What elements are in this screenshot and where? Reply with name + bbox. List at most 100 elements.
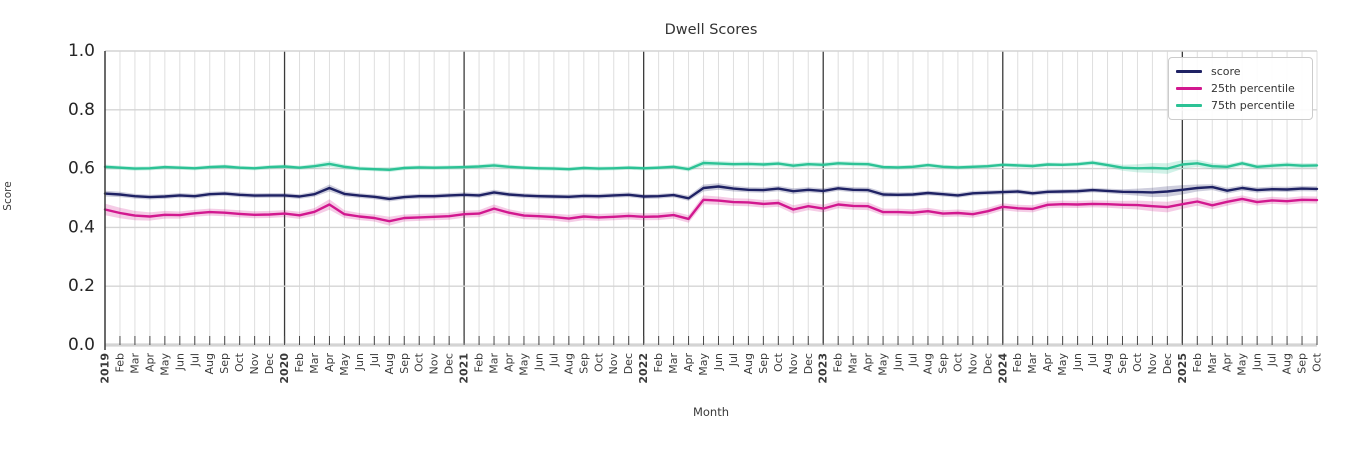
svg-text:Sep: Sep bbox=[936, 353, 949, 374]
svg-text:Dec: Dec bbox=[802, 353, 815, 374]
svg-text:Apr: Apr bbox=[503, 353, 516, 373]
score-line-swatch bbox=[1176, 70, 1202, 73]
svg-text:Dec: Dec bbox=[622, 353, 635, 374]
svg-text:Sep: Sep bbox=[577, 353, 590, 374]
svg-text:Apr: Apr bbox=[862, 353, 875, 373]
svg-text:0.6: 0.6 bbox=[68, 159, 95, 179]
svg-text:May: May bbox=[517, 353, 530, 376]
svg-text:2021: 2021 bbox=[458, 353, 471, 384]
svg-text:Oct: Oct bbox=[413, 352, 426, 372]
p75-line-swatch bbox=[1176, 104, 1202, 107]
svg-text:Dec: Dec bbox=[263, 353, 276, 374]
y-axis-label: Score bbox=[2, 181, 14, 211]
svg-text:Nov: Nov bbox=[1146, 353, 1159, 375]
svg-text:May: May bbox=[697, 353, 710, 376]
svg-text:May: May bbox=[1056, 353, 1069, 376]
svg-text:Jun: Jun bbox=[1071, 353, 1084, 371]
svg-text:Nov: Nov bbox=[248, 353, 261, 375]
svg-text:Oct: Oct bbox=[592, 352, 605, 372]
svg-text:Feb: Feb bbox=[1191, 353, 1204, 372]
svg-text:Nov: Nov bbox=[428, 353, 441, 375]
svg-text:0.8: 0.8 bbox=[68, 100, 95, 120]
svg-text:Dec: Dec bbox=[981, 353, 994, 374]
svg-text:May: May bbox=[1236, 353, 1249, 376]
legend-item-25th-percentile: 25th percentile bbox=[1176, 80, 1304, 97]
legend-label: 25th percentile bbox=[1211, 82, 1295, 95]
svg-text:Mar: Mar bbox=[667, 353, 680, 374]
svg-text:Jun: Jun bbox=[173, 353, 186, 371]
svg-text:Oct: Oct bbox=[772, 352, 785, 372]
svg-text:Jul: Jul bbox=[547, 353, 560, 367]
svg-text:Mar: Mar bbox=[308, 353, 321, 374]
svg-text:Sep: Sep bbox=[218, 353, 231, 374]
svg-text:Apr: Apr bbox=[1221, 353, 1234, 373]
svg-text:Feb: Feb bbox=[832, 353, 845, 372]
svg-text:Dec: Dec bbox=[1161, 353, 1174, 374]
svg-text:Jul: Jul bbox=[368, 353, 381, 367]
svg-text:Aug: Aug bbox=[203, 353, 216, 374]
svg-text:Nov: Nov bbox=[966, 353, 979, 375]
svg-text:1.0: 1.0 bbox=[68, 41, 95, 61]
svg-text:Jul: Jul bbox=[188, 353, 201, 367]
svg-text:Oct: Oct bbox=[1131, 352, 1144, 372]
svg-text:Feb: Feb bbox=[113, 353, 126, 372]
svg-text:Jun: Jun bbox=[1251, 353, 1264, 371]
svg-text:Sep: Sep bbox=[757, 353, 770, 374]
svg-text:Sep: Sep bbox=[1296, 353, 1309, 374]
svg-text:Aug: Aug bbox=[1281, 353, 1294, 374]
legend: score 25th percentile 75th percentile bbox=[1168, 57, 1313, 120]
svg-text:Nov: Nov bbox=[787, 353, 800, 375]
x-axis-label: Month bbox=[692, 405, 730, 419]
chart-title: Dwell Scores bbox=[664, 22, 758, 38]
svg-text:2024: 2024 bbox=[996, 353, 1009, 384]
svg-text:2019: 2019 bbox=[99, 353, 112, 384]
svg-text:Oct: Oct bbox=[233, 352, 246, 372]
svg-text:0.4: 0.4 bbox=[68, 217, 95, 237]
svg-text:May: May bbox=[158, 353, 171, 376]
svg-text:Jul: Jul bbox=[727, 353, 740, 367]
svg-text:Mar: Mar bbox=[1206, 353, 1219, 374]
svg-text:Mar: Mar bbox=[128, 353, 141, 374]
svg-text:Aug: Aug bbox=[742, 353, 755, 374]
svg-text:May: May bbox=[338, 353, 351, 376]
svg-text:0.0: 0.0 bbox=[68, 335, 95, 355]
svg-text:Jun: Jun bbox=[712, 353, 725, 371]
svg-text:Aug: Aug bbox=[562, 353, 575, 374]
legend-item-75th-percentile: 75th percentile bbox=[1176, 97, 1304, 114]
svg-text:Mar: Mar bbox=[1026, 353, 1039, 374]
legend-item-score: score bbox=[1176, 63, 1304, 80]
svg-text:Sep: Sep bbox=[398, 353, 411, 374]
svg-text:2023: 2023 bbox=[817, 353, 830, 384]
svg-text:Apr: Apr bbox=[1041, 353, 1054, 373]
svg-text:Dec: Dec bbox=[443, 353, 456, 374]
svg-text:Jul: Jul bbox=[907, 353, 920, 367]
svg-text:Mar: Mar bbox=[488, 353, 501, 374]
svg-text:2022: 2022 bbox=[637, 353, 650, 384]
svg-text:Jun: Jun bbox=[353, 353, 366, 371]
svg-text:Aug: Aug bbox=[1101, 353, 1114, 374]
svg-text:Apr: Apr bbox=[143, 353, 156, 373]
legend-label: 75th percentile bbox=[1211, 99, 1295, 112]
svg-text:Nov: Nov bbox=[607, 353, 620, 375]
legend-label: score bbox=[1211, 65, 1241, 78]
svg-text:Aug: Aug bbox=[921, 353, 934, 374]
svg-text:Feb: Feb bbox=[652, 353, 665, 372]
svg-text:Apr: Apr bbox=[682, 353, 695, 373]
svg-text:Jun: Jun bbox=[892, 353, 905, 371]
svg-text:Jul: Jul bbox=[1086, 353, 1099, 367]
svg-text:0.2: 0.2 bbox=[68, 276, 95, 296]
svg-text:Jun: Jun bbox=[532, 353, 545, 371]
svg-text:Jul: Jul bbox=[1266, 353, 1279, 367]
svg-text:Feb: Feb bbox=[293, 353, 306, 372]
svg-text:Feb: Feb bbox=[1011, 353, 1024, 372]
svg-text:Feb: Feb bbox=[473, 353, 486, 372]
p25-line-swatch bbox=[1176, 87, 1202, 90]
svg-text:2020: 2020 bbox=[278, 353, 291, 384]
svg-text:Aug: Aug bbox=[383, 353, 396, 374]
svg-text:Sep: Sep bbox=[1116, 353, 1129, 374]
svg-text:May: May bbox=[877, 353, 890, 376]
svg-text:Oct: Oct bbox=[1311, 352, 1324, 372]
svg-text:Mar: Mar bbox=[847, 353, 860, 374]
